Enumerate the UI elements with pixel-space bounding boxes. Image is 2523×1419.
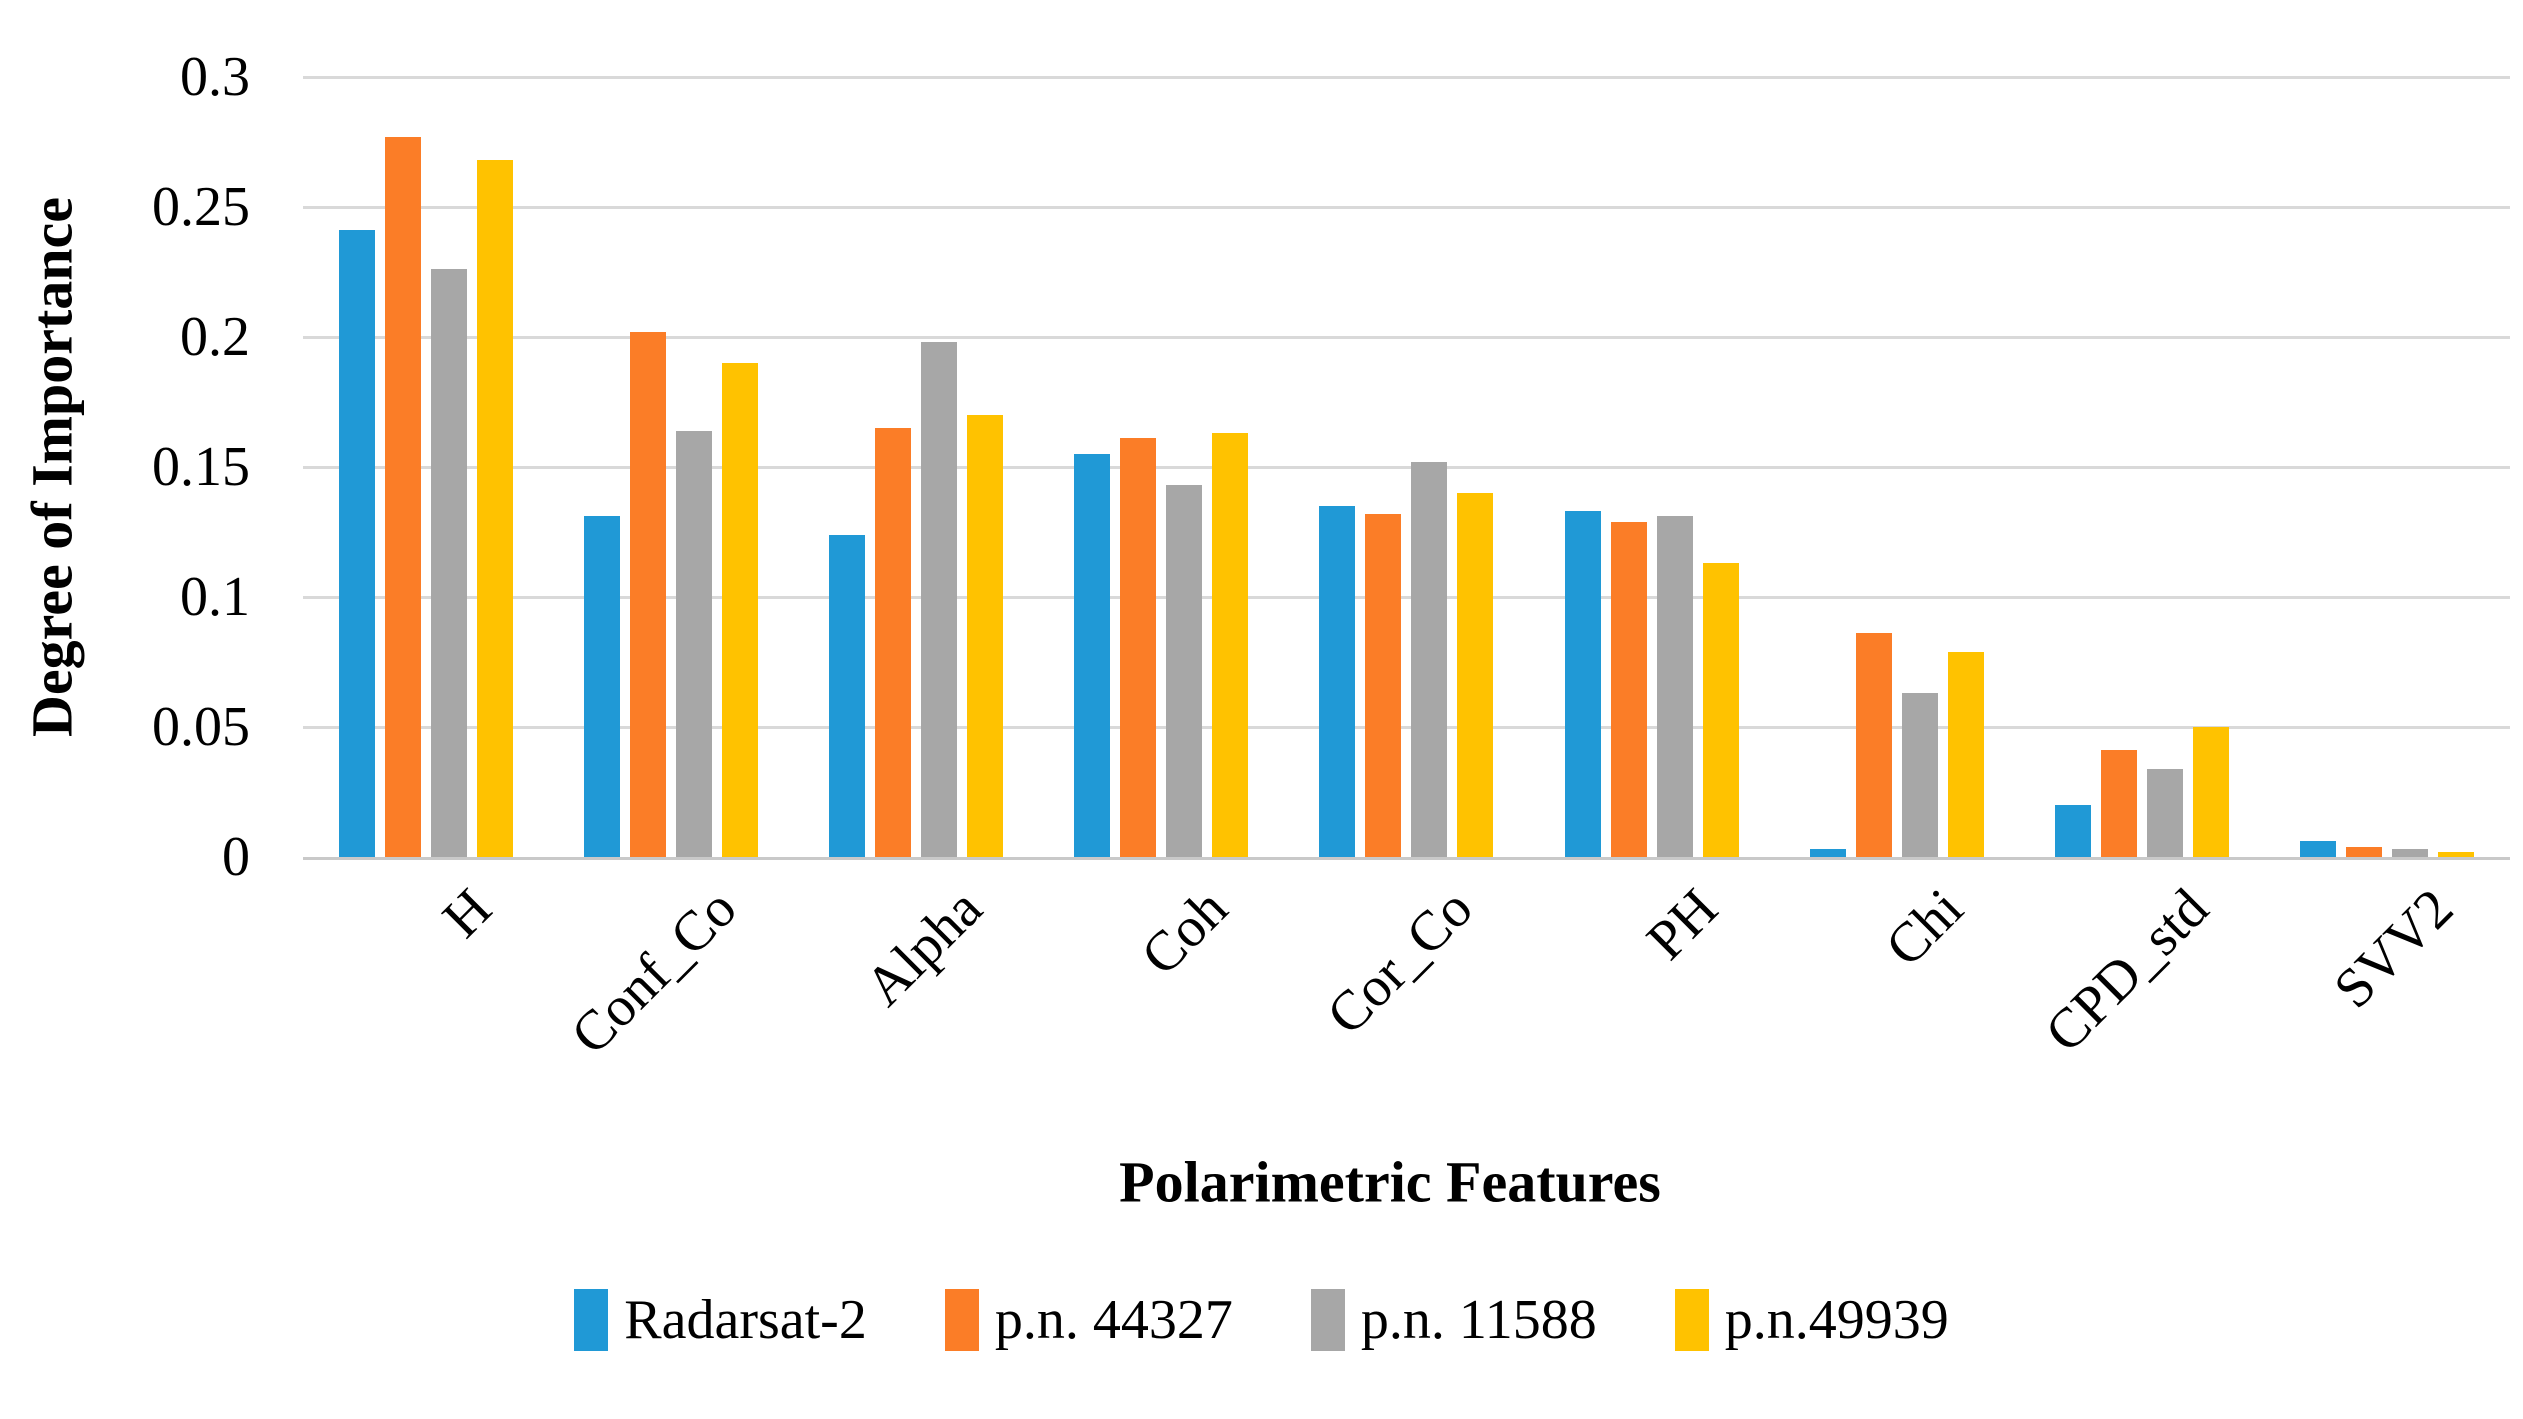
legend-swatch-p-n-49939 [1674,1289,1709,1351]
x-tick-label-SVV2: SVV2 [2322,877,2466,1021]
x-tick-label-Chi: Chi [1874,877,1976,979]
bar-Radarsat-2-SVV2 [2300,841,2337,857]
y-axis-tick-labels: 0 0.05 0.1 0.15 0.2 0.25 0.3 [0,0,250,1419]
gridline-0.3 [303,76,2510,79]
gridline-0.05 [303,726,2510,729]
x-tick-label-PH: PH [1635,877,1730,972]
bar-p-n-11588-Cor_Co [1411,462,1448,857]
x-tick-label-Cor_Co: Cor_Co [1315,877,1485,1047]
bar-p-n-49939-Cor_Co [1457,493,1494,857]
bar-group-H [303,77,548,857]
gridline-0.2 [303,336,2510,339]
bar-p-n-49939-H [476,160,513,857]
bar-Radarsat-2-H [338,230,375,857]
bar-p-n-49939-CPD_std [2193,727,2230,857]
legend-label-Radarsat-2: Radarsat-2 [624,1289,867,1351]
y-tick-label-0.25: 0.25 [152,176,250,238]
bar-Radarsat-2-Cor_Co [1319,506,1356,857]
x-tick-label-CPD_std: CPD_std [2033,877,2221,1065]
bar-p-n-49939-SVV2 [2438,852,2475,857]
bar-Radarsat-2-Alpha [829,535,866,857]
bar-p-n-11588-SVV2 [2392,849,2429,857]
bar-p-n-11588-Alpha [921,342,958,857]
bar-group-Conf_Co [548,77,793,857]
x-tick-label-Conf_Co: Conf_Co [559,877,749,1067]
legend-swatch-p-n-11588 [1310,1289,1345,1351]
bar-p-n-11588-Chi [1901,693,1938,857]
y-tick-label-0.3: 0.3 [180,46,250,108]
bar-group-CPD_std [2020,77,2265,857]
bar-p-n-11588-Conf_Co [675,431,712,857]
y-tick-label-0.05: 0.05 [152,696,250,758]
x-tick-label-Coh: Coh [1129,877,1240,988]
bar-p-n-44327-Cor_Co [1365,514,1402,857]
x-tick-label-Alpha: Alpha [853,877,995,1018]
bar-p-n-49939-Chi [1947,652,1984,857]
bar-Radarsat-2-Coh [1074,454,1111,857]
bar-p-n-49939-PH [1702,563,1739,857]
bar-groups [303,77,2510,857]
gridline-0.1 [303,596,2510,599]
bar-p-n-11588-Coh [1166,485,1203,857]
legend-label-p-n-11588: p.n. 11588 [1360,1289,1597,1351]
bar-p-n-44327-CPD_std [2101,750,2138,857]
plot-area [303,76,2510,860]
bar-Radarsat-2-Conf_Co [583,516,620,857]
legend-label-p-n-44327: p.n. 44327 [994,1289,1233,1351]
bar-Radarsat-2-Chi [1809,849,1846,857]
legend: Radarsat-2 p.n. 44327 p.n. 11588 p.n.49939 [0,1278,2523,1362]
legend-item-p-n-44327: p.n. 44327 [944,1285,1233,1355]
x-axis-title: Polarimetric Features [1119,1149,1661,1215]
legend-swatch-Radarsat-2 [574,1289,609,1351]
bar-p-n-44327-Alpha [875,428,912,857]
bar-group-Chi [1774,77,2019,857]
bar-group-Cor_Co [1284,77,1529,857]
x-tick-label-H: H [431,877,504,950]
y-tick-label-0.1: 0.1 [180,566,250,628]
bar-Radarsat-2-PH [1564,511,1601,857]
bar-p-n-44327-SVV2 [2346,847,2383,857]
y-tick-label-0: 0 [222,826,250,888]
bar-p-n-11588-PH [1656,516,1693,857]
bar-p-n-44327-Chi [1855,633,1892,857]
bar-p-n-49939-Coh [1212,433,1249,857]
bar-p-n-11588-CPD_std [2147,769,2184,857]
y-tick-label-0.15: 0.15 [152,436,250,498]
bar-group-Coh [1039,77,1284,857]
gridline-0.15 [303,466,2510,469]
legend-item-Radarsat-2: Radarsat-2 [574,1285,867,1355]
bar-group-Alpha [793,77,1038,857]
bar-p-n-44327-PH [1610,522,1647,857]
bar-p-n-49939-Conf_Co [721,363,758,857]
legend-item-p-n-11588: p.n. 11588 [1310,1285,1597,1355]
bar-p-n-44327-H [384,137,421,857]
y-tick-label-0.2: 0.2 [180,306,250,368]
bar-p-n-44327-Coh [1120,438,1157,857]
bar-p-n-49939-Alpha [967,415,1004,857]
bar-group-SVV2 [2265,77,2510,857]
bar-group-PH [1529,77,1774,857]
legend-item-p-n-49939: p.n.49939 [1674,1285,1949,1355]
legend-label-p-n-49939: p.n.49939 [1724,1289,1949,1351]
bar-p-n-44327-Conf_Co [629,332,666,857]
legend-swatch-p-n-44327 [944,1289,979,1351]
gridline-0.25 [303,206,2510,209]
bar-p-n-11588-H [430,269,467,857]
bar-Radarsat-2-CPD_std [2055,805,2092,857]
